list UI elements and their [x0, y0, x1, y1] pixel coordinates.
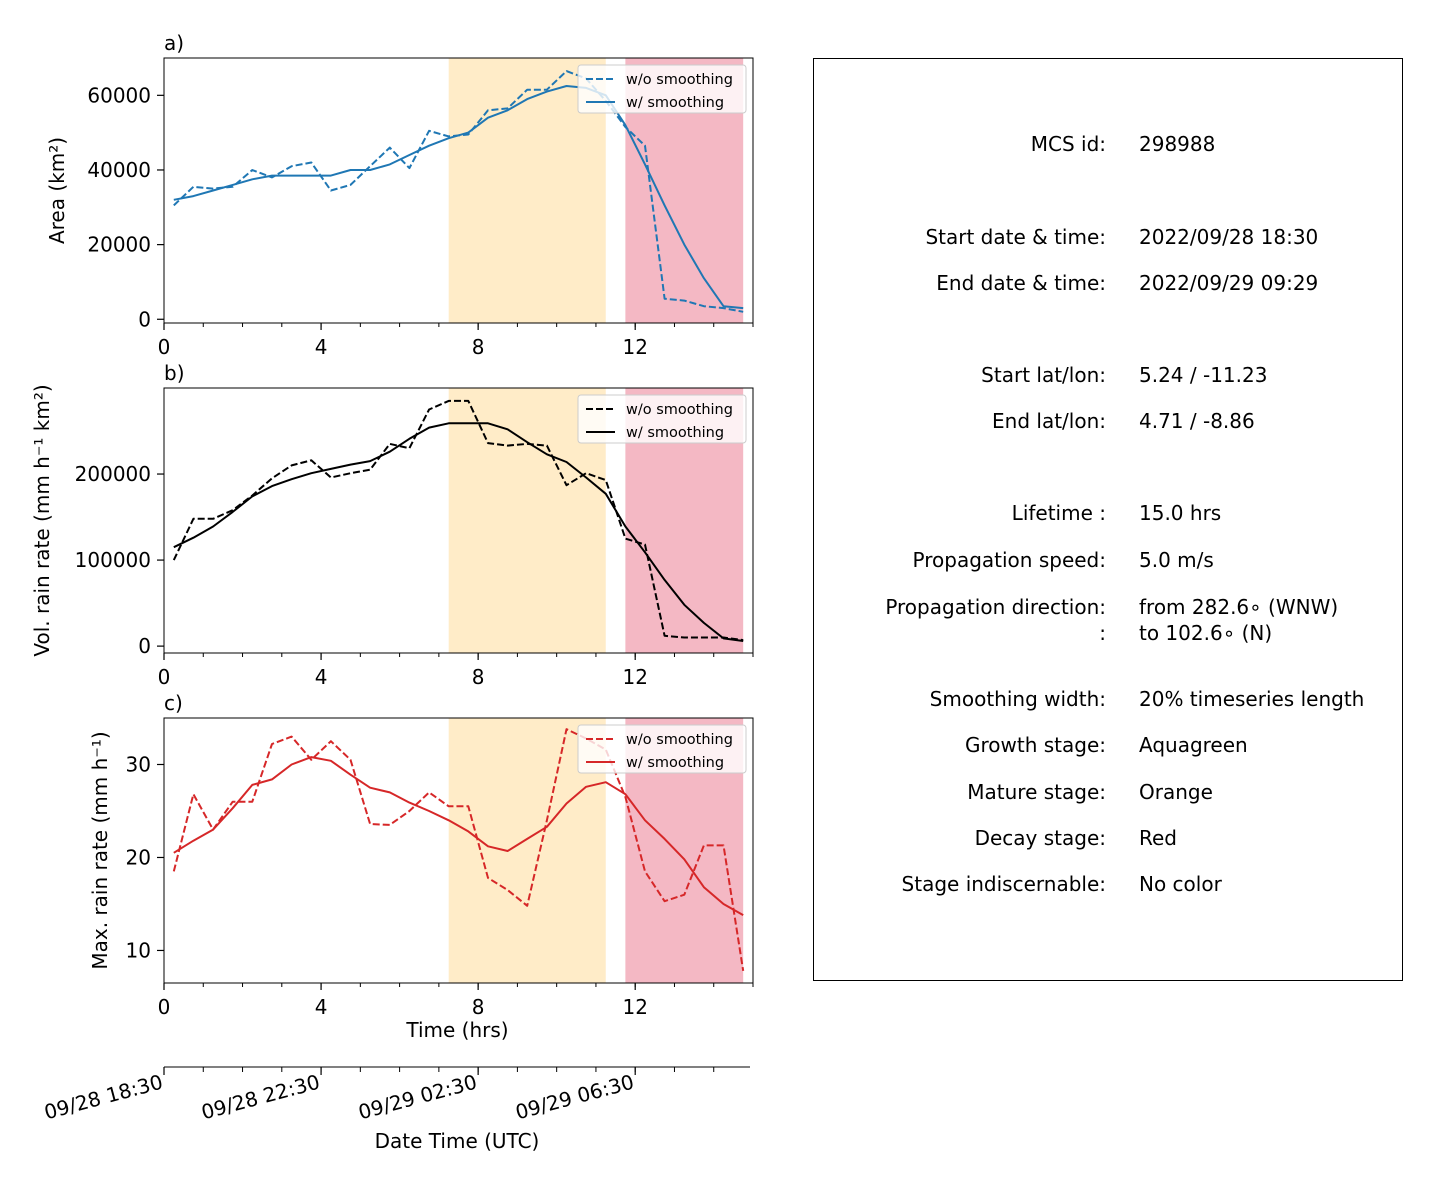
info-value: Red: [1139, 826, 1177, 850]
legend-label: w/ smoothing: [626, 755, 724, 771]
y-tick-label: 30: [126, 752, 151, 776]
info-label: Mature stage:: [967, 780, 1106, 804]
x-tick-label: 0: [158, 665, 171, 689]
date-axis-label: Date Time (UTC): [375, 1129, 540, 1153]
x-tick-label: 12: [622, 335, 647, 359]
x-tick-label: 8: [472, 665, 485, 689]
legend-box: [577, 64, 747, 114]
legend-label: w/o smoothing: [626, 402, 733, 418]
panel-label: c): [164, 691, 183, 715]
x-tick-label: 12: [622, 665, 647, 689]
info-value: 5.24 / -11.23: [1139, 363, 1268, 387]
series-line-unsmoothed: [172, 399, 744, 642]
y-tick-label: 20000: [87, 233, 151, 257]
info-value: 5.0 m/s: [1139, 548, 1214, 572]
x-tick-label: 8: [472, 995, 485, 1019]
legend-label: w/ smoothing: [626, 425, 724, 441]
info-label: End date & time:: [936, 271, 1106, 295]
x-tick-label: 4: [315, 335, 328, 359]
y-tick-label: 10: [126, 938, 151, 962]
info-label: Stage indiscernable:: [901, 872, 1106, 896]
legend-box: [577, 394, 747, 444]
info-value: Aquagreen: [1139, 733, 1248, 757]
axes-frame: [163, 57, 754, 324]
date-tick-label: 09/28 18:30: [42, 1070, 166, 1125]
info-box: MCS id: 298988 Start date & time: 2022/09/2…: [813, 58, 1403, 981]
info-value: 15.0 hrs: [1139, 501, 1222, 525]
y-axis-label: Area (km²): [45, 137, 69, 244]
y-axis-label: Vol. rain rate (mm h⁻¹ km²): [30, 384, 54, 656]
legend: w/o smoothing w/ smoothing: [577, 64, 747, 114]
x-tick-label: 4: [315, 665, 328, 689]
y-tick-label: 20: [126, 845, 151, 869]
panel-1: 0 4 8 12 0 20000 40000 60000 a) Area (km²) w/o smo…: [45, 31, 754, 359]
legend-box: [577, 724, 747, 774]
info-value: 20% timeseries length: [1139, 687, 1365, 711]
legend-label: w/ smoothing: [626, 95, 724, 111]
y-tick-label: 0: [138, 307, 151, 331]
y-tick-label: 0: [138, 634, 151, 658]
panel-2: 0 4 8 12 0 100000 200000 b) Vol. rain rate (mm h…: [30, 361, 754, 689]
legend-label: w/o smoothing: [626, 732, 733, 748]
info-label: Decay stage:: [974, 826, 1106, 850]
y-axis-label: Max. rain rate (mm h⁻¹): [88, 731, 112, 969]
y-tick-label: 40000: [87, 158, 151, 182]
info-label: Propagation direction:: [885, 595, 1106, 619]
info-value: 2022/09/29 09:29: [1139, 271, 1319, 295]
date-tick-label: 09/29 02:30: [356, 1070, 480, 1125]
x-axis-label: Time (hrs): [405, 1018, 508, 1042]
panel-3: 0 4 8 12 10 20 30 c) Max. rain rate (mm h⁻¹) Time…: [88, 691, 754, 1042]
axes-frame: [163, 717, 754, 984]
x-tick-label: 0: [158, 335, 171, 359]
info-value: from 282.6∘ (WNW): [1139, 595, 1339, 619]
info-label: Lifetime :: [1011, 501, 1106, 525]
info-label: End lat/lon:: [992, 409, 1106, 433]
info-label: Start date & time:: [925, 225, 1106, 249]
series-line-smoothed: [173, 756, 744, 916]
legend-label: w/o smoothing: [626, 72, 733, 88]
date-tick-label: 09/29 06:30: [513, 1070, 637, 1125]
legend: w/o smoothing w/ smoothing: [577, 724, 747, 774]
info-label: Propagation speed:: [912, 548, 1106, 572]
info-value: No color: [1139, 872, 1222, 896]
legend: w/o smoothing w/ smoothing: [577, 394, 747, 444]
x-tick-label: 4: [315, 995, 328, 1019]
info-label: Smoothing width:: [929, 687, 1106, 711]
series-line-smoothed: [173, 422, 744, 642]
info-label: Start lat/lon:: [981, 363, 1106, 387]
info-value: 298988: [1139, 132, 1216, 156]
y-tick-label: 100000: [75, 548, 151, 572]
panel-label: a): [164, 31, 184, 55]
date-tick-label: 09/28 22:30: [199, 1070, 323, 1125]
info-value: to 102.6∘ (N): [1139, 621, 1273, 645]
series-line-smoothed: [173, 85, 744, 310]
y-tick-label: 200000: [75, 462, 151, 486]
axes-frame: [163, 387, 754, 654]
info-value: Orange: [1139, 780, 1213, 804]
info-value: 2022/09/28 18:30: [1139, 225, 1319, 249]
info-value: 4.71 / -8.86: [1139, 409, 1255, 433]
y-tick-label: 60000: [87, 83, 151, 107]
series-line-unsmoothed: [172, 728, 745, 972]
date-axis: 09/28 18:30 09/28 22:30 09/29 02:30 09/29 0…: [42, 1066, 750, 1153]
x-tick-label: 0: [158, 995, 171, 1019]
panel-label: b): [164, 361, 185, 385]
info-label: MCS id:: [1030, 132, 1106, 156]
x-tick-label: 8: [472, 335, 485, 359]
info-label: :: [1099, 621, 1106, 645]
x-tick-label: 12: [622, 995, 647, 1019]
info-label: Growth stage:: [964, 733, 1106, 757]
